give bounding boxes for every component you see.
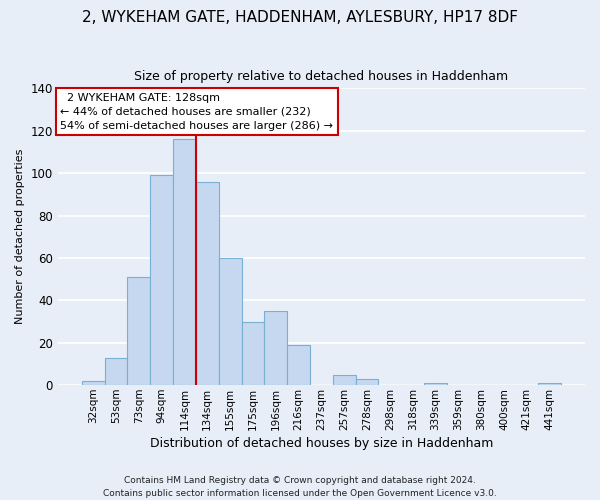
Bar (127, 277, 150, 385)
Bar (104, 358, 127, 385)
Text: 2, WYKEHAM GATE, HADDENHAM, AYLESBURY, HP17 8DF: 2, WYKEHAM GATE, HADDENHAM, AYLESBURY, H… (82, 10, 518, 25)
Text: 2 WYKEHAM GATE: 128sqm
← 44% of detached houses are smaller (232)
54% of semi-de: 2 WYKEHAM GATE: 128sqm ← 44% of detached… (61, 93, 334, 131)
Bar (82, 381, 104, 385)
Bar (424, 383, 447, 385)
Bar (218, 258, 242, 385)
Bar (196, 182, 218, 385)
Bar (333, 374, 356, 385)
Bar (265, 311, 287, 385)
Bar (538, 383, 561, 385)
X-axis label: Distribution of detached houses by size in Haddenham: Distribution of detached houses by size … (150, 437, 493, 450)
Y-axis label: Number of detached properties: Number of detached properties (15, 149, 25, 324)
Bar (242, 322, 265, 385)
Title: Size of property relative to detached houses in Haddenham: Size of property relative to detached ho… (134, 70, 508, 83)
Bar (150, 176, 173, 385)
Bar (356, 379, 379, 385)
Bar (287, 345, 310, 385)
Text: Contains HM Land Registry data © Crown copyright and database right 2024.
Contai: Contains HM Land Registry data © Crown c… (103, 476, 497, 498)
Bar (173, 139, 196, 385)
